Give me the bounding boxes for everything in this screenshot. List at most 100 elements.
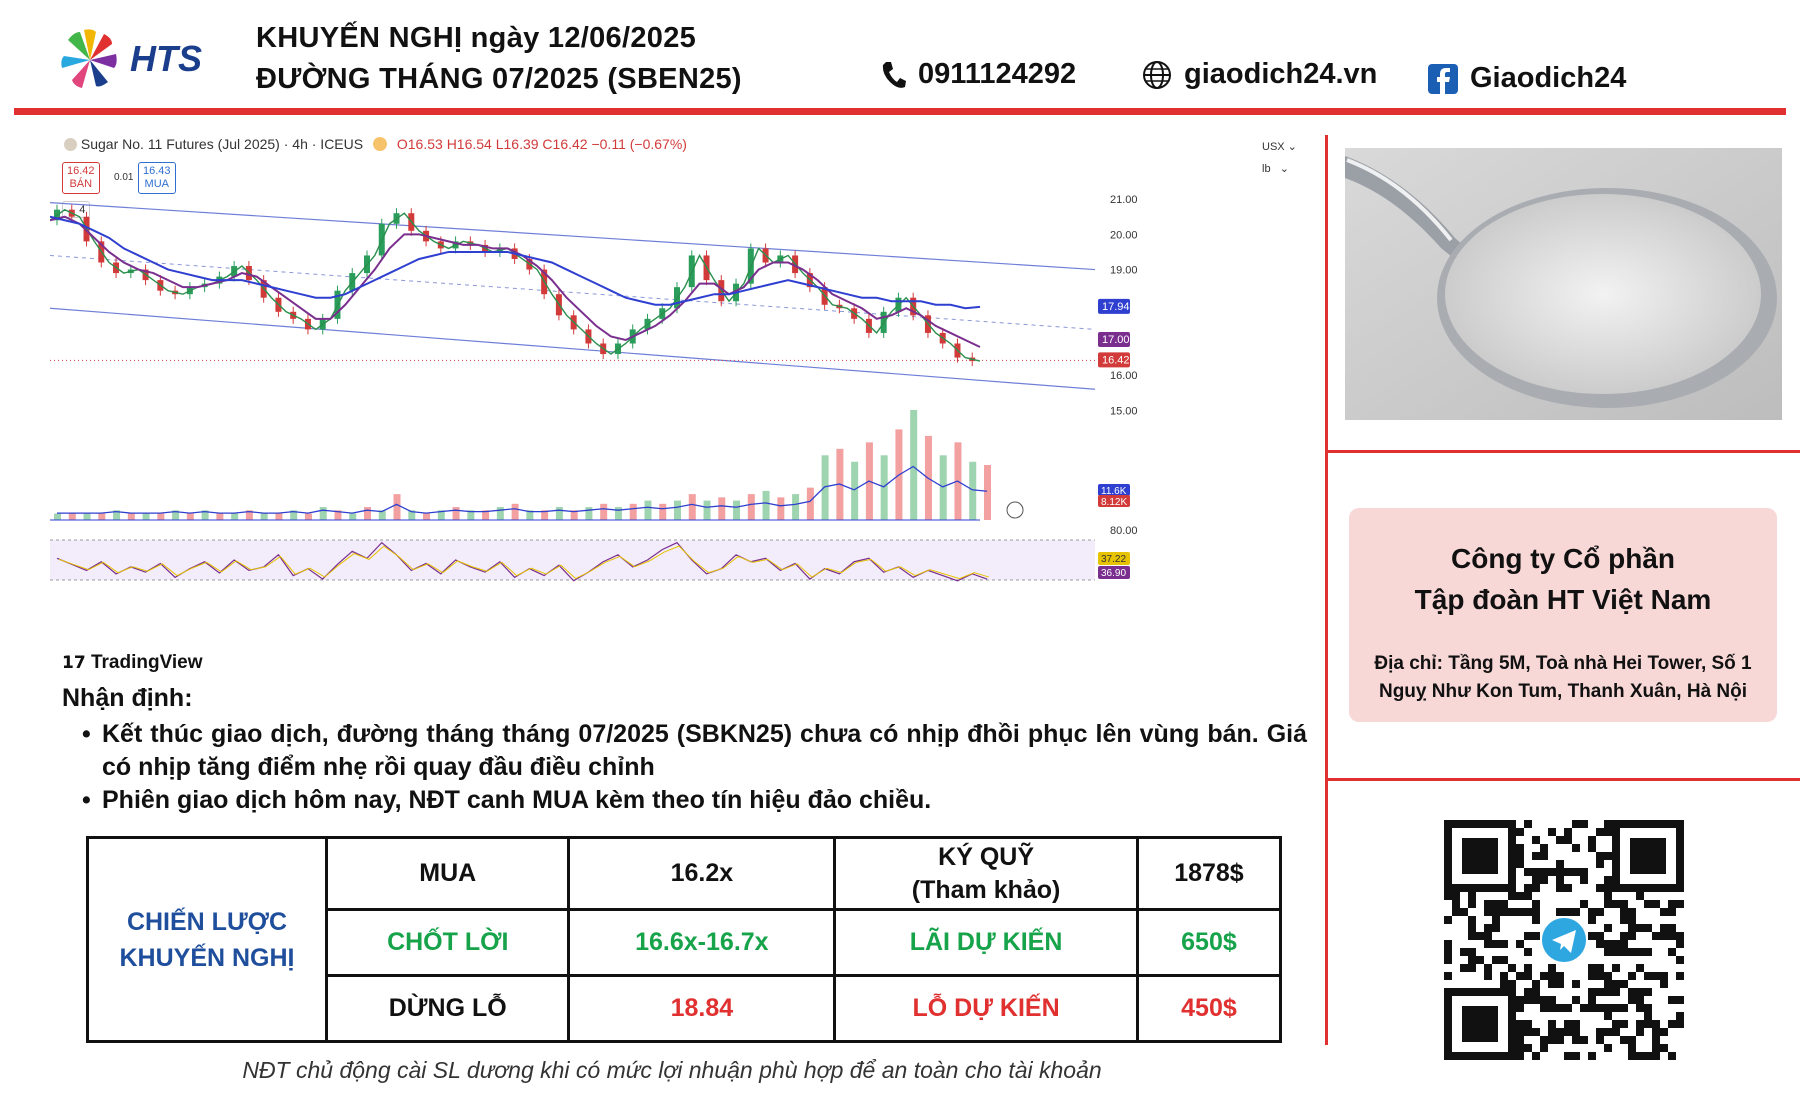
price-series-line: [50, 215, 981, 310]
qr-module: [1628, 908, 1636, 916]
qr-module: [1620, 980, 1628, 988]
qr-module: [1484, 940, 1492, 948]
qr-module: [1524, 868, 1532, 876]
qr-module: [1620, 1036, 1628, 1044]
volume-bar: [880, 455, 888, 520]
globe-icon: [1143, 60, 1171, 89]
qr-module: [1572, 1036, 1580, 1044]
margin-label-cell: KÝ QUỸ (Tham khảo): [833, 836, 1139, 911]
qr-module: [1500, 972, 1508, 980]
qr-module: [1668, 1020, 1676, 1028]
qr-module: [1636, 1020, 1644, 1028]
qr-module: [1580, 876, 1588, 884]
volume-bar: [127, 513, 135, 520]
analysis-bullets: Kết thúc giao dịch, đường tháng tháng 07…: [82, 718, 1307, 817]
qr-module: [1548, 1028, 1556, 1036]
qr-module: [1524, 948, 1532, 956]
telegram-qr-code[interactable]: [1444, 820, 1684, 1060]
qr-module: [1516, 892, 1524, 900]
price-chart: Sugar No. 11 Futures (Jul 2025) · 4h · I…: [50, 128, 1300, 680]
indicator-count: 4: [79, 204, 86, 216]
qr-module: [1596, 964, 1604, 972]
stop-loss-label: DỪNG LỖ: [324, 974, 571, 1043]
price-tag-label: 16.42: [1102, 354, 1130, 366]
qr-module: [1532, 932, 1540, 940]
qr-module: [1508, 908, 1516, 916]
qr-module: [1540, 972, 1548, 980]
qr-module: [1604, 980, 1612, 988]
volume-bar: [777, 497, 785, 520]
qr-module: [1652, 1028, 1660, 1036]
qr-module: [1580, 868, 1588, 876]
qr-module: [1500, 940, 1508, 948]
qr-module: [1564, 828, 1572, 836]
qr-module: [1596, 1028, 1604, 1036]
qr-module: [1516, 1036, 1524, 1044]
qr-module: [1644, 924, 1652, 932]
qr-module: [1524, 1020, 1532, 1028]
qr-module: [1516, 1004, 1524, 1012]
chart-canvas[interactable]: 15.00 16.00 19.00 20.00 21.00 17.94 17.00 16.42…: [50, 128, 1300, 680]
y-tick-label: 15.00: [1110, 405, 1138, 417]
ohlc-values: O16.53 H16.54 L16.39 C16.42 −0.11 (−0.67…: [396, 136, 687, 152]
qr-module: [1564, 836, 1572, 844]
unit-selector[interactable]: lb ⌄: [1262, 163, 1289, 175]
qr-module: [1588, 1052, 1596, 1060]
strategy-label: CHIẾN LƯỢC KHUYẾN NGHỊ: [86, 836, 328, 1043]
company-name-line2: Tập đoàn HT Việt Nam: [1414, 584, 1712, 615]
qr-module: [1524, 988, 1532, 996]
qr-module: [1540, 876, 1548, 884]
qr-module: [1644, 948, 1652, 956]
rsi-signal-line: [58, 545, 990, 580]
qr-module: [1500, 908, 1508, 916]
qr-module: [1636, 948, 1644, 956]
qr-module: [1532, 1052, 1540, 1060]
channel-middle-line: [50, 254, 1096, 330]
volume-bar: [319, 507, 327, 520]
currency-selector[interactable]: USX ⌄: [1262, 141, 1297, 153]
recommendation-title: KHUYẾN NGHỊ ngày 12/06/2025: [256, 22, 697, 54]
qr-module: [1556, 860, 1564, 868]
sell-price-button[interactable]: 16.42 BÁN: [62, 162, 100, 194]
volume-bar: [585, 507, 593, 520]
status-dot-icon: [372, 137, 387, 151]
qr-module: [1676, 932, 1684, 940]
buy-price-button[interactable]: 16.43 MUA: [138, 162, 176, 194]
qr-module: [1524, 892, 1532, 900]
qr-module: [1620, 940, 1628, 948]
website-contact[interactable]: giaodich24.vn: [1142, 58, 1377, 91]
qr-module: [1460, 964, 1468, 972]
qr-module: [1516, 940, 1524, 948]
brand-name: HTS: [130, 38, 202, 79]
qr-module: [1524, 1044, 1532, 1052]
volume-bar: [231, 513, 239, 520]
sell-price: 16.42: [67, 165, 95, 177]
qr-module: [1532, 884, 1540, 892]
qr-module: [1660, 1028, 1668, 1036]
qr-module: [1532, 988, 1540, 996]
y-tick-label: 16.00: [1110, 370, 1138, 382]
qr-module: [1548, 828, 1556, 836]
qr-module: [1676, 1020, 1684, 1028]
qr-module: [1492, 908, 1500, 916]
qr-module: [1636, 1028, 1644, 1036]
qr-module: [1556, 884, 1564, 892]
facebook-contact[interactable]: Giaodich24: [1428, 62, 1626, 95]
phone-contact[interactable]: 0911124292: [880, 58, 1076, 91]
qr-module: [1564, 1004, 1572, 1012]
qr-module: [1516, 828, 1524, 836]
volume-bar: [792, 494, 800, 520]
volume-bar: [644, 500, 652, 520]
sell-label: BÁN: [69, 178, 93, 190]
margin-label-line1: KÝ QUỸ: [938, 842, 1034, 871]
qr-module: [1540, 1044, 1548, 1052]
qr-module: [1652, 1036, 1660, 1044]
qr-module: [1548, 1036, 1556, 1044]
qr-module: [1612, 1004, 1620, 1012]
qr-module: [1596, 852, 1604, 860]
qr-module: [1564, 884, 1572, 892]
phone-icon: [882, 61, 906, 88]
qr-module: [1676, 996, 1684, 1004]
volume-bar: [98, 513, 106, 520]
qr-module: [1604, 988, 1612, 996]
